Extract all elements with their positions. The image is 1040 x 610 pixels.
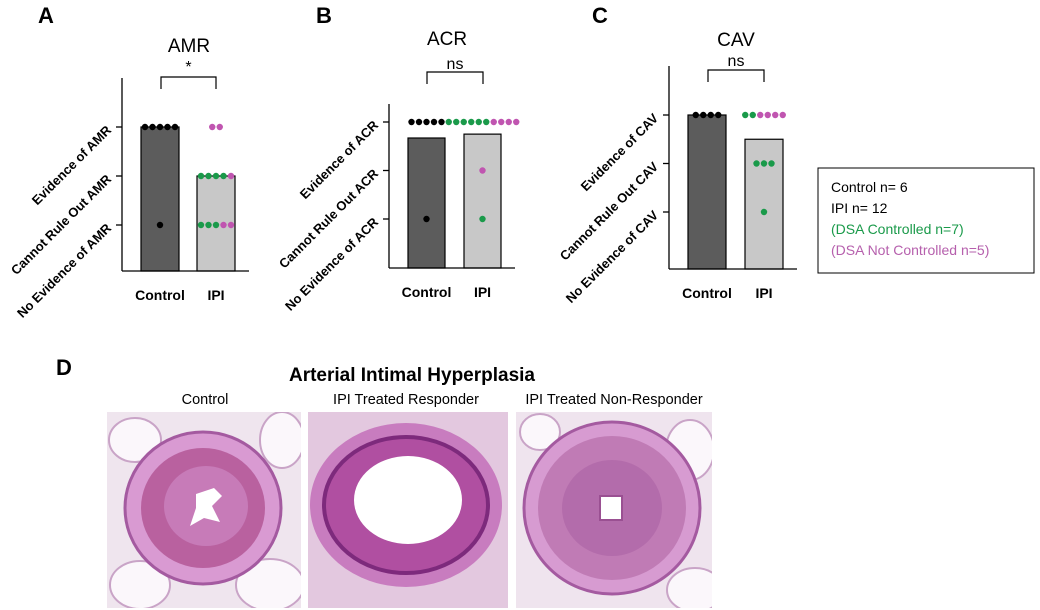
- data-point: [513, 118, 520, 126]
- data-point: [430, 118, 438, 126]
- histology-caption-responder: IPI Treated Responder: [333, 392, 479, 408]
- significance-bracket: [707, 69, 765, 82]
- data-point: [475, 118, 482, 126]
- significance-label: ns: [447, 56, 464, 73]
- bar-control: [140, 126, 180, 272]
- data-point: [423, 215, 430, 223]
- data-point: [768, 160, 775, 167]
- panel-letter-d: D: [56, 355, 72, 380]
- data-point: [772, 111, 779, 119]
- legend-box: [817, 167, 1035, 274]
- x-tick-label: Control: [135, 287, 185, 303]
- data-point: [205, 172, 212, 180]
- x-tick-label: IPI: [755, 285, 772, 301]
- y-tick-label: Evidence of ACR: [297, 117, 382, 202]
- data-point: [156, 221, 164, 229]
- x-tick-label: IPI: [474, 284, 491, 300]
- bar-ipi: [463, 133, 502, 269]
- micrograph-responder: [308, 412, 508, 608]
- legend: Control n= 6 IPI n= 12 (DSA Controlled n…: [817, 167, 1035, 274]
- x-tick-label: Control: [402, 284, 452, 300]
- data-point: [164, 123, 171, 131]
- micrograph-non-responder: [516, 412, 712, 608]
- histology-caption-control: Control: [182, 392, 229, 408]
- x-tick-label: Control: [682, 285, 732, 301]
- data-point: [227, 172, 235, 180]
- significance-bracket: [426, 71, 484, 84]
- legend-dsa-controlled: (DSA Controlled n=7): [831, 221, 964, 237]
- data-point: [479, 215, 486, 223]
- data-point: [700, 111, 707, 119]
- data-point: [498, 118, 505, 126]
- data-point: [760, 160, 768, 167]
- data-point: [220, 172, 227, 180]
- data-point: [445, 118, 452, 126]
- data-point: [415, 118, 423, 126]
- data-point: [453, 118, 460, 126]
- data-point: [468, 118, 475, 126]
- bar-control: [407, 137, 446, 269]
- data-point: [212, 221, 220, 229]
- y-tick-label: Evidence of AMR: [29, 122, 115, 208]
- data-point: [753, 160, 760, 167]
- data-point: [438, 118, 445, 126]
- data-point: [205, 221, 212, 229]
- data-point: [408, 118, 415, 126]
- data-point: [479, 167, 486, 174]
- data-point: [505, 118, 512, 126]
- chart-title: AMR: [168, 36, 210, 57]
- data-point: [490, 118, 497, 126]
- data-point: [209, 123, 216, 131]
- data-point: [423, 118, 430, 126]
- data-point: [460, 118, 467, 126]
- data-point: [779, 111, 786, 119]
- significance-bracket: [160, 76, 217, 89]
- y-tick-label: No Evidence of CAV: [563, 207, 662, 306]
- y-tick-label: No Evidence of AMR: [14, 220, 115, 321]
- bar-ipi: [744, 138, 784, 270]
- panel-letter-b: B: [316, 3, 332, 28]
- significance-label: *: [185, 59, 191, 76]
- data-point: [764, 111, 771, 119]
- legend-dsa-not-controlled: (DSA Not Controlled n=5): [831, 242, 989, 258]
- legend-control-n: Control n= 6: [831, 179, 908, 195]
- data-point: [197, 221, 205, 229]
- data-point: [197, 172, 205, 180]
- panel-letter-a: A: [38, 3, 54, 28]
- data-point: [141, 123, 149, 131]
- micrograph-control: [107, 412, 301, 608]
- data-point: [707, 111, 714, 119]
- data-point: [212, 172, 220, 180]
- chart-title: CAV: [717, 30, 755, 51]
- panel-letter-c: C: [592, 3, 608, 28]
- data-point: [149, 123, 156, 131]
- data-point: [220, 221, 227, 229]
- data-point: [715, 111, 722, 119]
- significance-label: ns: [728, 53, 745, 70]
- data-point: [760, 208, 768, 216]
- data-point: [483, 118, 490, 126]
- data-point: [692, 111, 699, 119]
- chart-title: ACR: [427, 29, 467, 50]
- y-tick-label: No Evidence of ACR: [282, 214, 382, 314]
- histology-caption-non-responder: IPI Treated Non-Responder: [525, 392, 702, 408]
- data-point: [749, 111, 756, 119]
- legend-ipi-n: IPI n= 12: [831, 200, 888, 216]
- x-tick-label: IPI: [207, 287, 224, 303]
- data-point: [227, 221, 235, 229]
- data-point: [757, 111, 764, 119]
- data-point: [216, 123, 223, 131]
- data-point: [742, 111, 749, 119]
- histology-title: Arterial Intimal Hyperplasia: [289, 365, 535, 386]
- data-point: [156, 123, 164, 131]
- data-point: [171, 123, 179, 131]
- bar-control: [687, 114, 727, 270]
